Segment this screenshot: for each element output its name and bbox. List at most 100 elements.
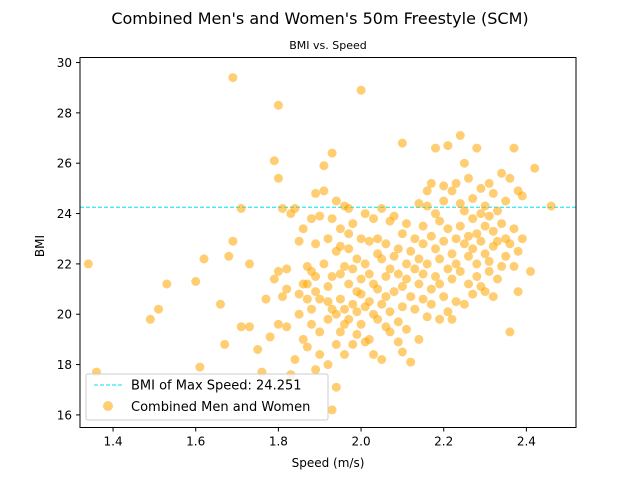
data-point: [385, 307, 395, 317]
data-point: [393, 269, 403, 279]
data-point: [352, 329, 362, 339]
data-point: [236, 204, 246, 213]
data-point: [377, 299, 387, 309]
data-point: [373, 284, 383, 294]
data-point: [356, 234, 366, 244]
data-point: [290, 355, 300, 364]
data-point: [381, 292, 391, 302]
data-point: [418, 294, 428, 304]
data-point: [311, 188, 321, 198]
data-point: [381, 272, 391, 281]
data-point: [340, 350, 349, 359]
data-point: [348, 299, 358, 309]
data-point: [464, 251, 473, 261]
data-point: [302, 279, 312, 289]
data-point: [422, 186, 432, 196]
data-point: [315, 327, 325, 337]
data-point: [356, 274, 366, 284]
data-point: [323, 282, 333, 291]
data-point: [253, 345, 263, 354]
data-point: [269, 156, 279, 166]
data-point: [344, 314, 354, 324]
data-point: [513, 287, 523, 297]
data-point: [335, 224, 345, 234]
data-point: [393, 244, 403, 254]
data-point: [464, 173, 473, 183]
data-point: [199, 254, 209, 264]
y-tick-label: 16: [57, 408, 72, 422]
data-point: [331, 339, 341, 349]
data-point: [472, 229, 482, 239]
data-point: [162, 279, 172, 289]
data-point: [451, 259, 461, 269]
legend-series-swatch: [103, 401, 113, 411]
data-point: [393, 317, 403, 327]
data-point: [493, 274, 502, 284]
data-point: [410, 304, 420, 314]
x-tick-label: 1.8: [269, 435, 288, 449]
data-point: [356, 319, 366, 329]
data-point: [352, 254, 362, 264]
data-point: [348, 219, 358, 229]
data-point: [447, 186, 457, 196]
data-point: [319, 259, 329, 269]
data-point: [402, 219, 411, 229]
data-point: [431, 272, 440, 281]
data-point: [455, 221, 465, 231]
data-point: [327, 214, 337, 224]
data-point: [414, 254, 424, 264]
figure-suptitle: Combined Men's and Women's 50m Freestyle…: [111, 9, 528, 28]
data-point: [311, 365, 321, 375]
data-point: [373, 234, 383, 244]
data-point: [472, 259, 482, 269]
data-point: [472, 272, 482, 281]
data-point: [451, 234, 461, 244]
data-point: [426, 284, 436, 294]
data-point: [311, 239, 321, 249]
data-point: [315, 350, 325, 359]
data-point: [431, 143, 440, 153]
data-point: [501, 196, 511, 206]
data-point: [451, 297, 461, 307]
data-point: [311, 287, 321, 297]
data-point: [364, 269, 374, 279]
data-point: [406, 246, 416, 256]
data-point: [369, 350, 378, 359]
data-point: [426, 178, 436, 188]
legend-hline-label: BMI of Max Speed: 24.251: [131, 379, 302, 394]
data-point: [302, 342, 312, 352]
axes: 1.4 1.6 1.8 2.0 2.2 2.4 16 18 20 22 24 26 28 30: [57, 56, 536, 448]
data-point: [315, 211, 325, 221]
data-point: [402, 274, 411, 284]
data-point: [340, 304, 349, 314]
data-point: [418, 239, 428, 249]
data-point: [480, 221, 490, 231]
data-point: [435, 254, 445, 264]
data-point: [397, 138, 407, 148]
data-point: [220, 339, 230, 349]
data-point: [501, 251, 511, 261]
data-point: [426, 231, 436, 241]
data-point: [410, 264, 420, 274]
data-point: [484, 256, 494, 266]
y-tick-label: 24: [57, 207, 72, 221]
data-point: [290, 204, 300, 213]
x-tick-label: 2.4: [517, 435, 536, 449]
data-point: [459, 206, 469, 216]
y-tick-label: 18: [57, 358, 72, 372]
data-point: [393, 337, 403, 347]
data-point: [224, 251, 234, 261]
data-point: [323, 297, 333, 307]
data-point: [459, 239, 469, 249]
legend-box: [85, 373, 329, 421]
data-point: [476, 236, 486, 246]
data-point: [484, 266, 494, 276]
data-point: [282, 322, 292, 332]
data-point: [439, 181, 449, 191]
data-point: [505, 327, 515, 337]
data-point: [468, 244, 478, 254]
data-point: [311, 272, 321, 281]
data-point: [493, 206, 502, 216]
chart-title: BMI vs. Speed: [289, 39, 367, 52]
data-point: [410, 234, 420, 244]
